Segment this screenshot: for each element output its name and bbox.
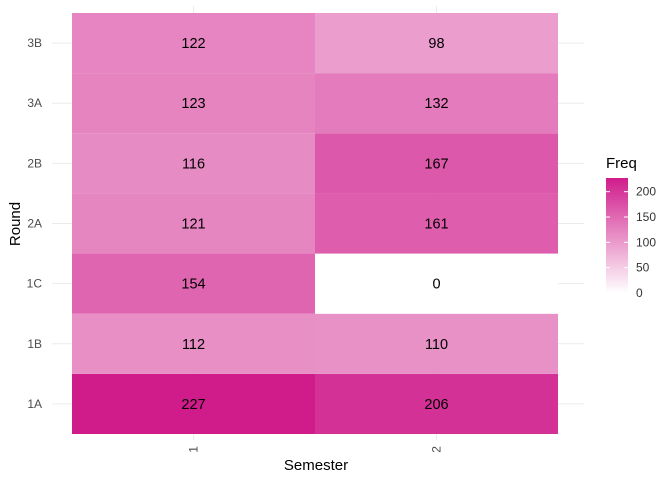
y-axis-title: Round	[7, 202, 24, 246]
cell-value-label: 121	[181, 217, 205, 233]
y-tick-label: 2B	[27, 156, 42, 170]
heatmap-cell	[72, 13, 315, 74]
heatmap-cell	[315, 73, 558, 134]
heatmap-cell	[72, 253, 315, 314]
heatmap-cell	[315, 253, 558, 314]
heatmap-cells: 227 112 154 121 116 123 122 206 110 0 161 167 132 98	[72, 13, 558, 434]
x-tick-label: 2	[430, 446, 444, 453]
heatmap-cell	[72, 193, 315, 254]
legend-tick-label: 150	[636, 210, 656, 224]
legend-tick-label: 50	[636, 261, 650, 275]
legend-ticks: 0 50 100 150 200	[606, 185, 656, 300]
heatmap-cell	[315, 133, 558, 194]
y-tick-label: 3A	[27, 96, 42, 110]
heatmap-cell	[315, 13, 558, 74]
cell-value-label: 116	[182, 156, 205, 172]
cell-value-label: 161	[424, 217, 448, 233]
x-axis-title: Semester	[284, 457, 348, 474]
legend-title: Freq	[606, 155, 637, 172]
y-tick-label: 1A	[27, 397, 42, 411]
heatmap-cell	[315, 313, 558, 374]
y-tick-label: 1B	[27, 337, 42, 351]
x-tick-label: 1	[187, 446, 201, 453]
cell-value-label: 98	[428, 36, 444, 52]
y-tick-labels: 1A 1B 1C 2A 2B 3A 3B	[27, 36, 43, 411]
cell-value-label: 154	[181, 277, 205, 293]
cell-value-label: 123	[181, 96, 205, 112]
y-tick-label: 1C	[27, 277, 43, 291]
legend-tick-label: 0	[636, 286, 643, 300]
heatmap-cell	[315, 193, 558, 254]
heatmap-cell	[72, 73, 315, 134]
cell-value-label: 112	[182, 337, 205, 353]
legend-tick-label: 100	[636, 235, 656, 249]
heatmap-cell	[72, 133, 315, 194]
cell-value-label: 167	[424, 156, 448, 172]
cell-value-label: 132	[424, 96, 448, 112]
legend-tick-label: 200	[636, 185, 656, 199]
cell-value-label: 206	[424, 397, 448, 413]
cell-value-label: 0	[432, 277, 440, 293]
cell-value-label: 227	[181, 397, 205, 413]
y-tick-label: 2A	[27, 217, 42, 231]
y-tick-label: 3B	[27, 36, 42, 50]
heatmap-cell	[72, 313, 315, 374]
cell-value-label: 122	[181, 36, 205, 52]
legend-colorbar	[606, 178, 628, 293]
heatmap-cell	[315, 373, 558, 434]
legend: Freq 0 50 100 150 200	[606, 155, 656, 300]
cell-value-label: 110	[425, 337, 448, 353]
heatmap-cell	[72, 373, 315, 434]
